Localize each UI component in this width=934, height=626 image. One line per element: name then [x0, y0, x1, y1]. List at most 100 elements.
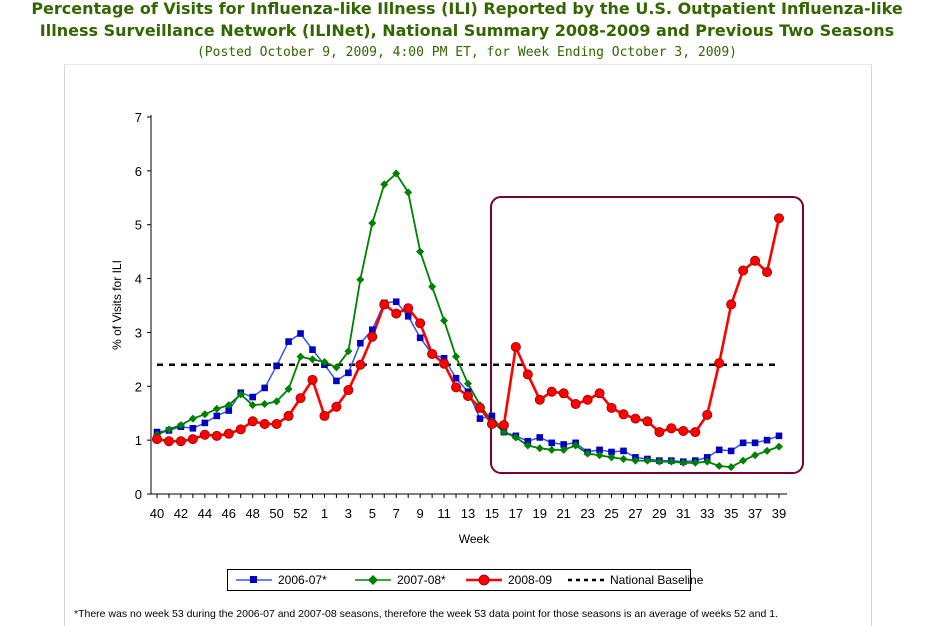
point-2006 [739, 439, 747, 447]
legend-swatch-2006 [236, 576, 272, 583]
y-tick-label: 1 [135, 433, 142, 448]
point-2006 [452, 374, 460, 382]
point-2008 [319, 410, 330, 421]
point-2007 [763, 446, 772, 455]
x-tick-label: 19 [533, 506, 547, 521]
point-2008 [283, 410, 294, 421]
point-2007 [571, 441, 580, 450]
point-2006 [189, 424, 197, 432]
x-tick-label: 52 [293, 506, 307, 521]
x-tick-label: 40 [150, 506, 164, 521]
point-2008 [151, 434, 162, 445]
point-2006 [608, 448, 615, 456]
point-2006 [225, 407, 233, 414]
point-2008 [223, 428, 234, 439]
point-2008 [259, 418, 270, 429]
chart-title-line-1: Percentage of Visits for Influenza-like … [31, 0, 903, 18]
point-2008 [439, 358, 450, 369]
point-2008 [379, 299, 390, 310]
x-tick-label: 13 [461, 506, 475, 521]
point-2007 [727, 463, 736, 472]
point-2008 [355, 359, 366, 370]
point-2007 [499, 428, 508, 437]
x-tick-label: 17 [509, 506, 523, 521]
legend-label-baseline: National Baseline [610, 573, 704, 587]
x-tick-label: 27 [628, 506, 642, 521]
point-2007 [368, 219, 377, 228]
point-2007 [404, 188, 413, 197]
legend-label-2006: 2006-07* [278, 573, 327, 587]
x-tick-label: 31 [676, 506, 690, 521]
point-2008 [211, 430, 222, 441]
point-2008 [522, 369, 533, 380]
y-tick-label: 2 [135, 379, 142, 394]
x-tick-label: 39 [772, 506, 786, 521]
point-2007 [775, 442, 783, 451]
point-2007 [332, 363, 341, 372]
legend-swatch-2007 [355, 575, 391, 585]
point-2007 [236, 390, 245, 399]
x-tick-label: 11 [437, 506, 451, 521]
point-2008 [199, 429, 210, 440]
y-tick-label: 7 [135, 110, 142, 125]
point-2006 [392, 298, 400, 306]
point-2008 [570, 399, 581, 410]
point-2007 [511, 433, 520, 442]
point-2007 [547, 445, 556, 454]
point-2006 [715, 446, 723, 454]
point-2007 [535, 444, 544, 453]
point-2008 [451, 382, 462, 393]
point-2007 [260, 400, 269, 409]
point-2007 [416, 247, 425, 256]
point-2007 [703, 457, 712, 466]
point-2007 [464, 379, 472, 388]
point-2006 [548, 439, 556, 447]
point-2006 [524, 437, 532, 445]
point-2008 [642, 416, 653, 427]
point-2008 [594, 388, 605, 399]
point-2008 [534, 394, 545, 405]
x-tick-label: 29 [652, 506, 666, 521]
point-2006 [763, 436, 771, 444]
point-2008 [295, 393, 306, 404]
y-tick-label: 5 [135, 218, 142, 233]
point-2007 [176, 421, 185, 430]
point-2007 [655, 457, 664, 466]
point-2008 [403, 303, 414, 314]
point-2008 [606, 402, 617, 413]
point-2008 [666, 423, 677, 434]
point-2008 [343, 385, 354, 396]
point-2006 [345, 369, 352, 377]
footnote: *There was no week 53 during the 2006-07… [74, 608, 778, 620]
chart-frame [64, 64, 872, 626]
point-2008 [187, 434, 198, 445]
point-2007 [440, 316, 449, 325]
point-2007 [308, 355, 317, 364]
point-2007 [248, 401, 257, 410]
point-2008 [678, 425, 689, 436]
point-2007 [392, 169, 401, 178]
x-tick-label: 46 [222, 506, 236, 521]
x-tick-label: 50 [269, 506, 283, 521]
x-axis-label: Week [459, 532, 490, 546]
point-2007 [667, 457, 676, 466]
x-tick-label: 33 [700, 506, 714, 521]
point-2007 [272, 397, 281, 406]
point-2006 [620, 447, 627, 455]
y-tick-label: 6 [135, 164, 142, 179]
legend-swatch-baseline [568, 578, 604, 582]
chart-title-line-2: Illness Surveillance Network (ILINet), N… [39, 21, 895, 40]
legend-swatch-2008 [466, 574, 502, 586]
point-2006 [213, 412, 221, 420]
point-2007 [296, 352, 305, 361]
point-2008 [427, 348, 438, 359]
point-2006 [416, 334, 424, 342]
point-2007 [188, 414, 197, 423]
point-2006 [261, 384, 268, 392]
point-2008 [175, 436, 186, 447]
point-2008 [462, 390, 473, 401]
point-2007 [380, 180, 389, 189]
point-2006 [440, 354, 448, 362]
